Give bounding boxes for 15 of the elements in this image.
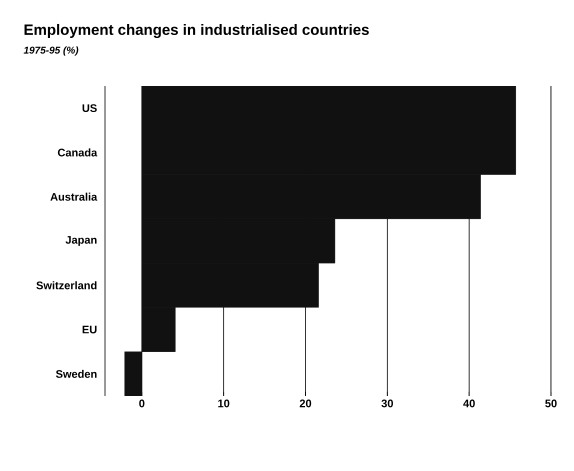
x-tick-label: 0 <box>139 400 144 408</box>
y-tick-label: Canada <box>58 148 98 156</box>
x-tick-label: 40 <box>463 400 475 408</box>
x-tick-label: 20 <box>300 400 312 408</box>
x-tick-label: 50 <box>545 400 557 408</box>
y-tick-label: EU <box>82 326 97 334</box>
chart-subtitle: 1975-95 (%) <box>24 46 78 56</box>
y-tick-label: Australia <box>50 192 98 201</box>
y-tick-label: US <box>82 104 97 112</box>
chart-title: Employment changes in industrialised countries <box>24 24 369 38</box>
y-tick-label: Switzerland <box>36 281 96 290</box>
y-tick-label: Sweden <box>56 370 97 378</box>
x-tick-label: 30 <box>381 400 393 408</box>
y-tick-label: Japan <box>66 236 97 246</box>
x-tick-label: 10 <box>218 400 230 408</box>
